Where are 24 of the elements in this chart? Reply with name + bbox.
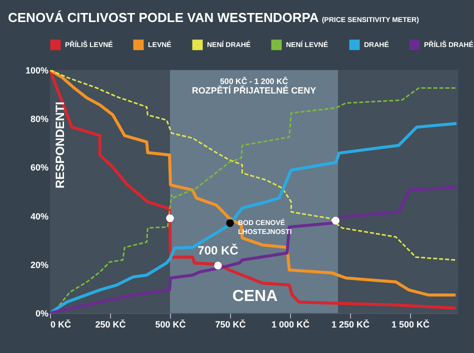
point [166,214,174,222]
x-tick-label: 1 250 KČ [331,318,370,330]
x-tick-label: 250 KČ [95,318,126,330]
point [226,219,234,227]
annotation: 700 KČ [198,243,239,258]
y-tick-label: 80% [30,114,48,124]
x-tick-label: 750 KČ [215,318,246,330]
x-tick-label: 500 KČ [155,318,186,330]
x-tick-label: 0 KČ [50,318,72,330]
y-tick-label: 40% [30,211,48,222]
chart-title: CENOVÁ CITLIVOST PODLE VAN WESTENDORPA [8,10,319,25]
point [214,262,222,270]
band-label: ROZPĚTÍ PŘIJATELNÉ CENY [192,84,316,96]
y-tick-label: 100% [25,66,48,76]
y-axis-title: RESPONDENTI [53,102,67,188]
y-tick-label: 60% [30,162,48,173]
x-axis-title: CENA [232,288,278,305]
line-series [50,70,456,261]
annotation: 500 KČ - 1 200 KČ [220,76,288,86]
y-tick-label: 0% [35,308,48,318]
x-tick-label: 1 000 KČ [271,318,310,330]
x-tick-label: 1 500 KČ [391,318,430,330]
point [332,216,340,225]
y-tick-label: 20% [30,260,48,270]
